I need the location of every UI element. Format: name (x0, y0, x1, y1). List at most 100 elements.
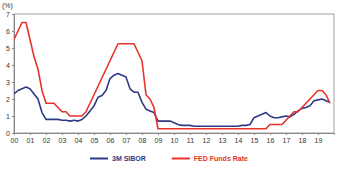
y-tick-mark (12, 133, 14, 134)
x-tick: 15 (251, 133, 259, 144)
y-axis-title: (%) (2, 2, 13, 10)
x-tick-label: 01 (27, 137, 35, 144)
x-tick: 11 (187, 133, 194, 144)
x-tick: 19 (315, 133, 323, 144)
x-tick-mark (126, 133, 127, 135)
x-tick-label: 17 (283, 137, 291, 144)
x-tick: 16 (267, 133, 275, 144)
x-tick-mark (14, 133, 15, 135)
x-tick-label: 19 (315, 137, 323, 144)
plot-frame (14, 14, 334, 133)
x-tick-mark (270, 133, 271, 135)
x-tick-mark (62, 133, 63, 135)
y-tick: 5 (6, 45, 14, 52)
y-tick-mark (12, 116, 14, 117)
x-tick-label: 09 (155, 137, 163, 144)
y-tick-mark (12, 48, 14, 49)
y-tick-label: 4 (6, 62, 10, 69)
x-tick: 09 (155, 133, 163, 144)
x-tick-label: 06 (107, 137, 115, 144)
y-tick: 2 (6, 96, 14, 103)
x-axis: 00 01 02 03 04 05 06 07 08 09 10 11 12 13 14 15 16 17 18 19 (11, 133, 335, 144)
y-tick-label: 2 (6, 96, 10, 103)
x-tick-label: 15 (251, 137, 259, 144)
x-tick-mark (254, 133, 255, 135)
y-axis-line (12, 15, 15, 134)
legend-swatch (172, 158, 190, 160)
series-line (14, 74, 330, 127)
x-tick: 07 (123, 133, 131, 144)
y-tick-label: 3 (6, 79, 10, 86)
x-tick: 18 (299, 133, 307, 144)
x-tick-mark (302, 133, 303, 135)
x-tick-label: 04 (75, 137, 83, 144)
x-tick-mark (30, 133, 31, 135)
x-tick-mark (174, 133, 175, 135)
x-tick-mark (78, 133, 79, 135)
legend-label: FED Funds Rate (194, 155, 248, 162)
x-tick: 10 (171, 133, 179, 144)
x-tick-mark (318, 133, 319, 135)
x-tick: 08 (139, 133, 147, 144)
y-tick: 1 (6, 113, 14, 120)
x-tick-label: 07 (123, 137, 131, 144)
legend: 3M SIBOR FED Funds Rate (90, 155, 248, 162)
x-tick-label: 11 (187, 137, 194, 144)
x-tick-mark (286, 133, 287, 135)
y-tick-mark (12, 14, 14, 15)
x-tick-label: 03 (59, 137, 67, 144)
y-tick: 0 (6, 130, 14, 137)
y-tick-label: 5 (6, 45, 10, 52)
y-tick-mark (12, 99, 14, 100)
y-axis: 0 1 2 3 4 5 6 7 (6, 11, 14, 137)
x-tick-mark (94, 133, 95, 135)
x-tick: 03 (59, 133, 67, 144)
x-tick-label: 08 (139, 137, 147, 144)
x-tick-label: 13 (219, 137, 227, 144)
y-tick-mark (12, 65, 14, 66)
x-tick: 05 (91, 133, 99, 144)
x-tick: 01 (27, 133, 35, 144)
x-tick: 14 (235, 133, 243, 144)
y-tick-label: 7 (6, 11, 10, 18)
legend-item: 3M SIBOR (90, 155, 146, 162)
x-tick: 12 (203, 133, 211, 144)
x-tick: 04 (75, 133, 83, 144)
x-tick-mark (158, 133, 159, 135)
x-tick: 13 (219, 133, 227, 144)
x-tick: 06 (107, 133, 115, 144)
y-tick: 6 (6, 28, 14, 35)
legend-item: FED Funds Rate (172, 155, 248, 162)
x-tick-label: 05 (91, 137, 99, 144)
x-tick-mark (206, 133, 207, 135)
x-tick-mark (190, 133, 191, 135)
x-tick-label: 18 (299, 137, 307, 144)
x-tick-mark (142, 133, 143, 135)
y-tick-label: 0 (6, 130, 10, 137)
x-tick-mark (46, 133, 47, 135)
x-tick-mark (222, 133, 223, 135)
y-tick-mark (12, 82, 14, 83)
x-tick-mark (110, 133, 111, 135)
x-tick-label: 00 (11, 137, 19, 144)
y-tick: 4 (6, 62, 14, 69)
x-tick-label: 14 (235, 137, 243, 144)
y-tick-label: 6 (6, 28, 10, 35)
x-tick-label: 16 (267, 137, 275, 144)
y-tick-mark (12, 31, 14, 32)
series-line (14, 23, 330, 129)
x-tick-label: 10 (171, 137, 179, 144)
chart-svg: 0123456700010203040506070809101112131415… (0, 0, 354, 171)
x-tick: 00 (11, 133, 19, 144)
legend-label: 3M SIBOR (112, 155, 146, 162)
y-tick: 3 (6, 79, 14, 86)
x-axis-line (15, 134, 335, 136)
x-tick: 17 (283, 133, 291, 144)
legend-swatch (90, 158, 108, 160)
x-tick-label: 02 (43, 137, 51, 144)
plot-area (14, 23, 330, 129)
x-tick: 02 (43, 133, 51, 144)
y-tick: 7 (6, 11, 14, 18)
x-tick-label: 12 (203, 137, 211, 144)
y-tick-label: 1 (6, 113, 10, 120)
